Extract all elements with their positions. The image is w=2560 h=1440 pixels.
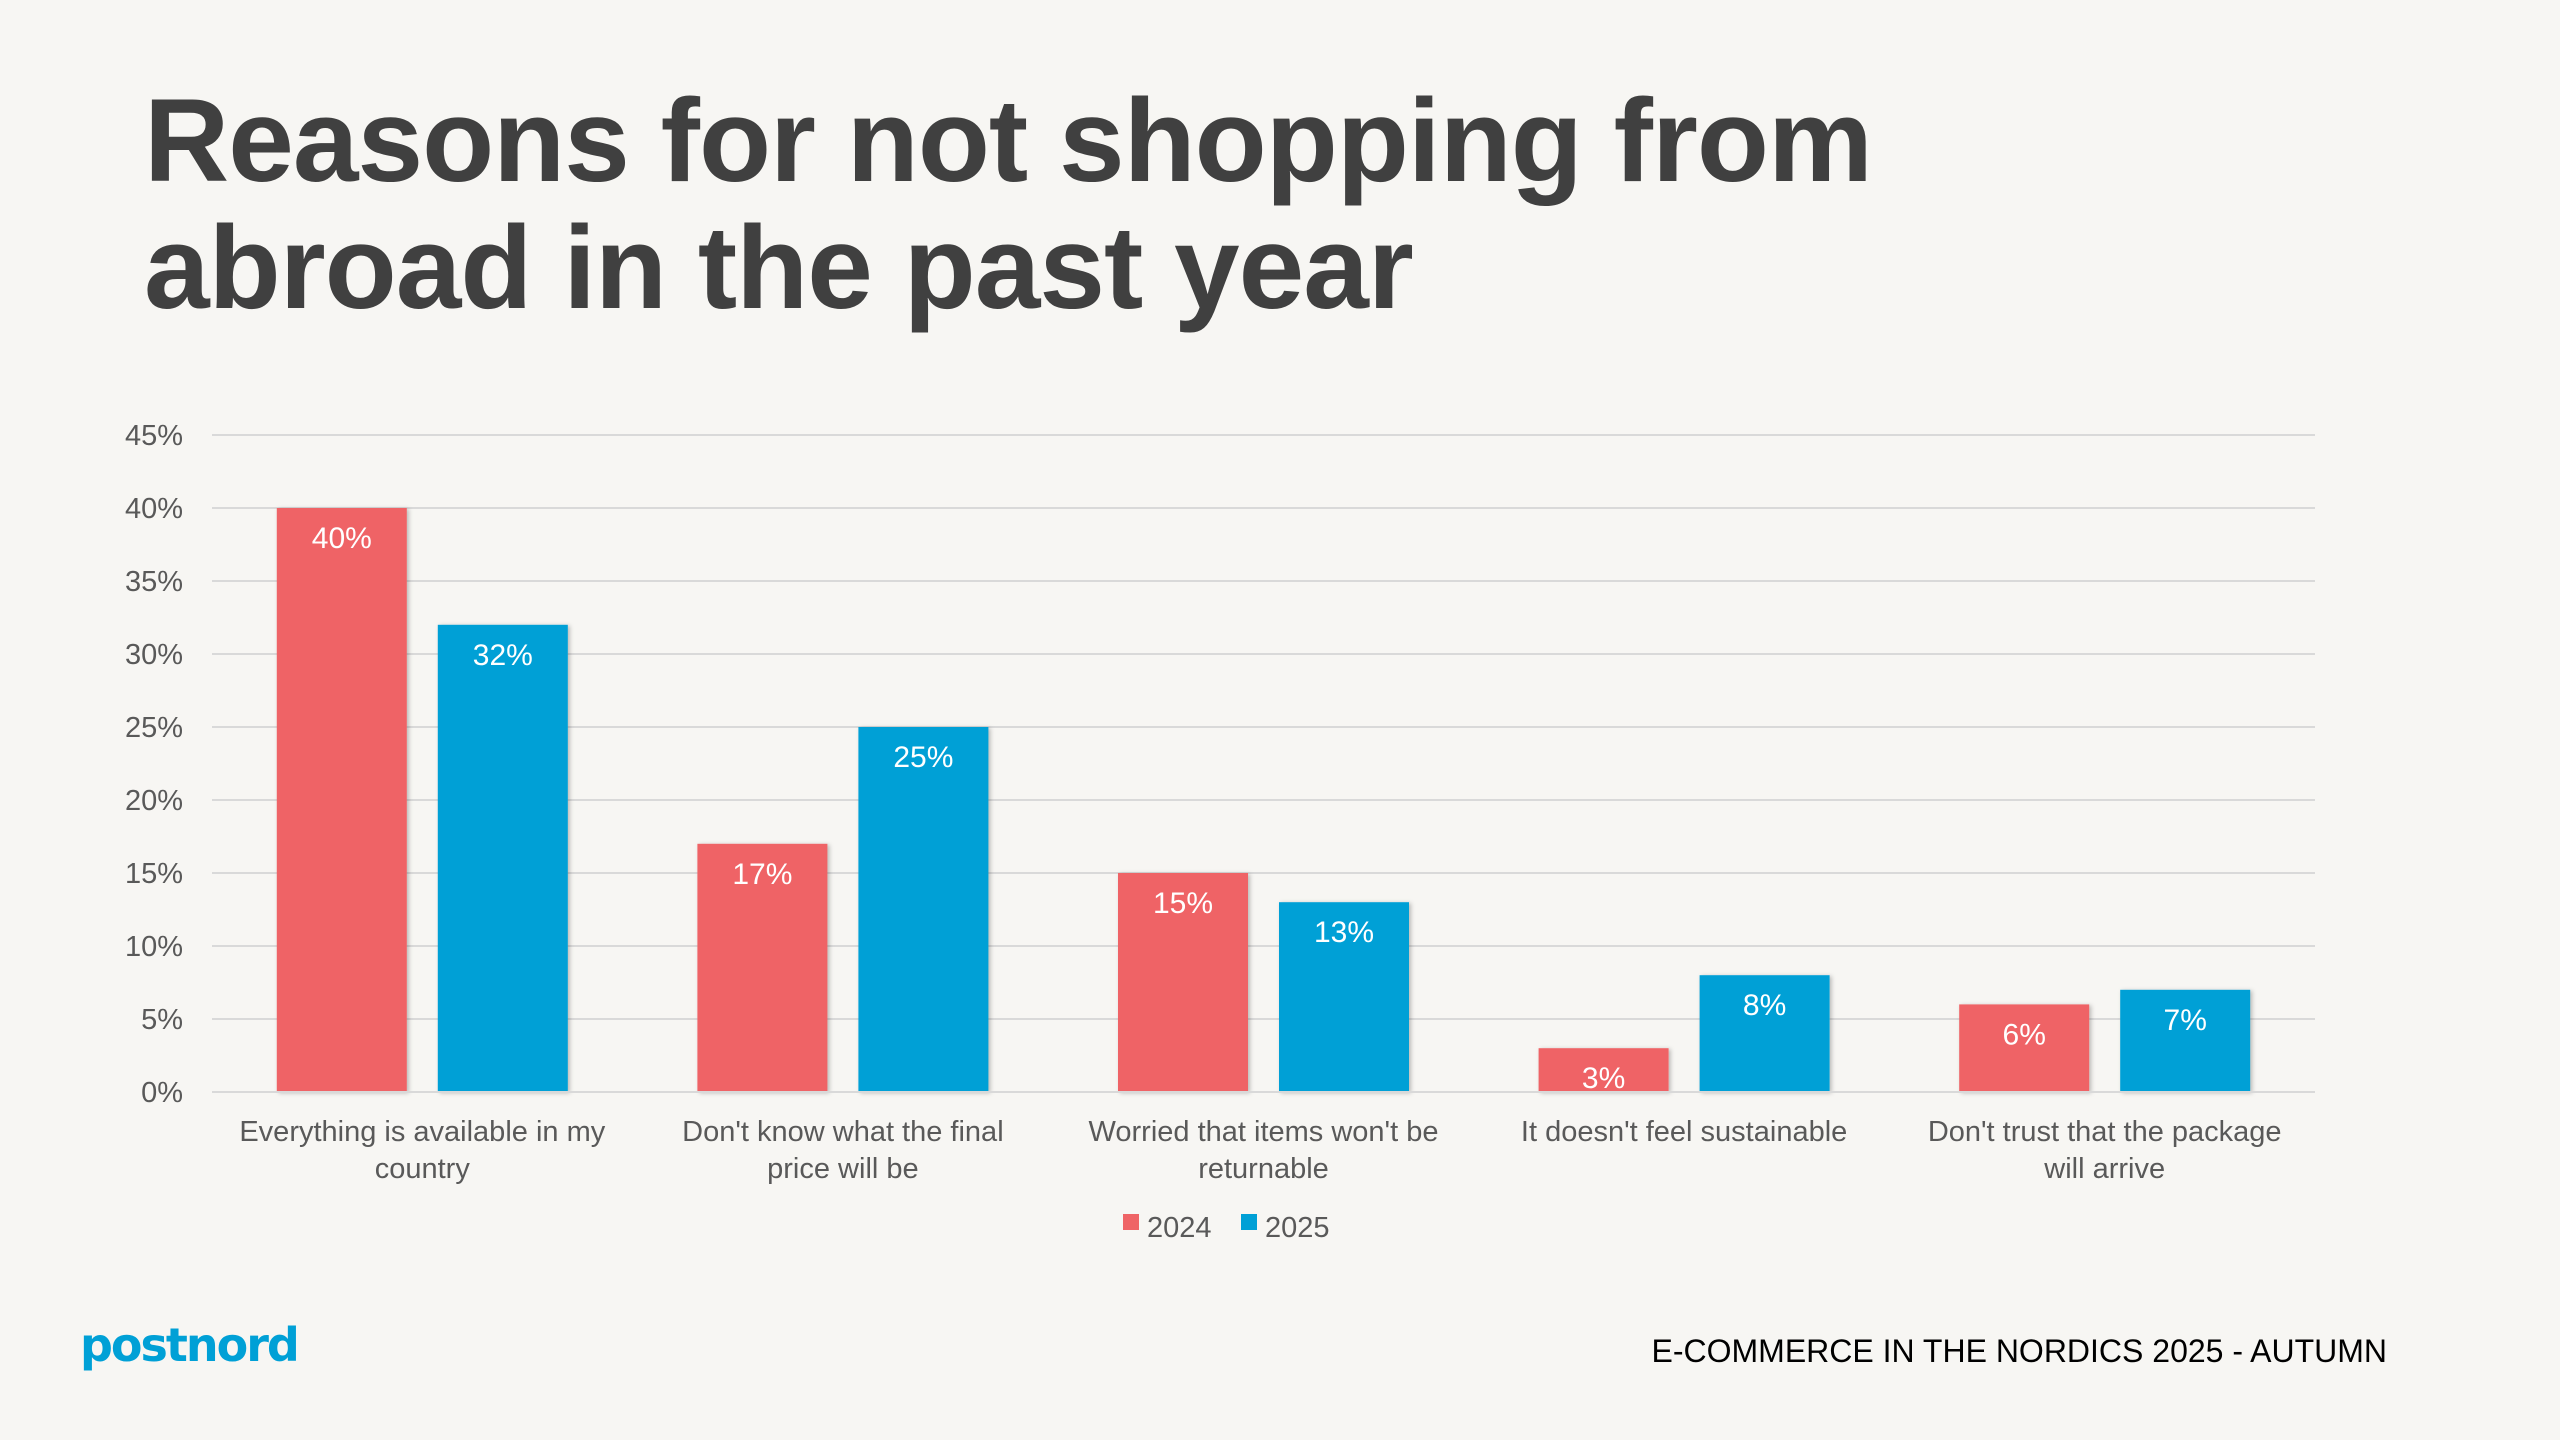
footer-text: E-COMMERCE IN THE NORDICS 2025 - AUTUMN — [1651, 1333, 2388, 1369]
data-label-2025: 25% — [893, 741, 953, 774]
category-label: It doesn't feel sustainable — [1521, 1116, 1847, 1148]
data-label-2024: 6% — [2003, 1018, 2046, 1051]
title-line-2: abroad in the past year — [144, 202, 1414, 334]
bar-2025 — [437, 624, 568, 1092]
bar-2025 — [2120, 989, 2251, 1092]
data-label-2025: 13% — [1314, 916, 1374, 949]
legend-label-2025: 2025 — [1265, 1212, 1330, 1244]
category-label: returnable — [1198, 1153, 1329, 1185]
y-tick-label: 45% — [125, 420, 183, 452]
bar-2024 — [1118, 873, 1248, 1092]
postnord-logo: postnord — [80, 1318, 300, 1372]
bar-2024 — [1959, 1004, 2090, 1092]
data-label-2024: 3% — [1582, 1062, 1625, 1095]
y-tick-label: 20% — [125, 785, 183, 817]
legend-swatch-2024 — [1123, 1214, 1139, 1230]
y-tick-label: 35% — [125, 566, 183, 598]
bar-2024 — [697, 843, 828, 1092]
y-tick-label: 10% — [125, 931, 183, 963]
bar-2025 — [858, 727, 989, 1092]
y-tick-label: 15% — [125, 858, 183, 890]
y-tick-label: 5% — [141, 1004, 183, 1036]
y-tick-label: 30% — [125, 639, 183, 671]
data-label-2025: 32% — [473, 639, 533, 672]
data-label-2024: 15% — [1153, 887, 1213, 920]
category-label: Don't know what the final — [682, 1116, 1004, 1148]
data-label-2024: 17% — [732, 858, 792, 891]
data-label-2025: 7% — [2164, 1004, 2207, 1037]
bar-chart: 0% 5% 10% 15% 20% 25% 30% 35% 40% 45% 40% 32% Everyt… — [125, 420, 2315, 1244]
y-tick-label: 25% — [125, 712, 183, 744]
y-tick-label: 40% — [125, 493, 183, 525]
legend-swatch-2025 — [1241, 1214, 1257, 1230]
bar-2024 — [1538, 1048, 1669, 1092]
category-label: price will be — [767, 1153, 919, 1185]
bar-2024 — [276, 508, 407, 1092]
bar-2025 — [1699, 975, 1830, 1092]
category-label: Don't trust that the package — [1928, 1116, 2282, 1148]
category-label: Everything is available in my — [239, 1116, 605, 1148]
page-title: Reasons for not shopping from abroad in … — [144, 75, 1873, 334]
y-tick-label: 0% — [141, 1077, 183, 1109]
bar-2025 — [1279, 902, 1409, 1092]
category-label: Worried that items won't be — [1089, 1116, 1439, 1148]
category-label: will arrive — [2043, 1153, 2165, 1185]
data-label-2025: 8% — [1743, 989, 1786, 1022]
title-line-1: Reasons for not shopping from — [144, 75, 1873, 207]
data-label-2024: 40% — [312, 522, 372, 555]
legend-label-2024: 2024 — [1147, 1212, 1212, 1244]
category-label: country — [375, 1153, 471, 1185]
